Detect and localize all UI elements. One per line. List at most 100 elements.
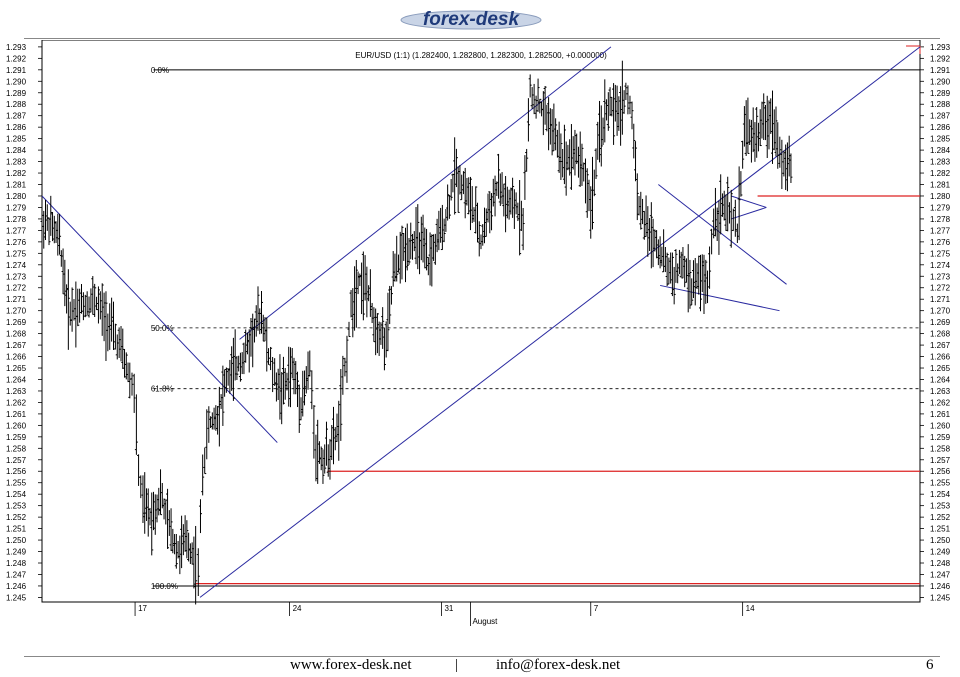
y-tick-label-left: 1.291 <box>6 66 27 75</box>
y-tick-label-left: 1.283 <box>6 158 27 167</box>
y-tick-label-right: 1.247 <box>930 570 951 579</box>
y-tick-label-right: 1.282 <box>930 169 951 178</box>
y-tick-label-left: 1.271 <box>6 295 27 304</box>
fib-level-label: 50.0% <box>151 324 174 333</box>
y-tick-label-right: 1.273 <box>930 272 951 281</box>
y-tick-label-right: 1.272 <box>930 284 951 293</box>
y-tick-label-left: 1.260 <box>6 421 27 430</box>
y-tick-label-left: 1.281 <box>6 181 27 190</box>
y-tick-label-left: 1.278 <box>6 215 27 224</box>
y-tick-label-left: 1.255 <box>6 479 27 488</box>
y-tick-label-right: 1.249 <box>930 548 951 557</box>
y-tick-label-right: 1.246 <box>930 582 951 591</box>
y-tick-label-right: 1.267 <box>930 341 951 350</box>
y-tick-label-left: 1.273 <box>6 272 27 281</box>
footer-separator: | <box>455 657 459 673</box>
y-tick-label-right: 1.290 <box>930 77 951 86</box>
logo-swoosh: forex-desk <box>400 9 542 30</box>
trendline <box>239 46 612 340</box>
y-tick-label-left: 1.274 <box>6 261 27 270</box>
y-tick-label-left: 1.288 <box>6 100 27 109</box>
x-tick-label: 17 <box>138 604 147 613</box>
plot-frame <box>41 40 921 603</box>
y-tick-label-right: 1.287 <box>930 112 951 121</box>
y-tick-label-right: 1.264 <box>930 375 951 384</box>
fib-level-label: 61.8% <box>151 385 174 394</box>
y-tick-label-right: 1.286 <box>930 123 951 132</box>
y-tick-label-right: 1.271 <box>930 295 951 304</box>
y-tick-label-left: 1.257 <box>6 456 27 465</box>
y-tick-label-left: 1.282 <box>6 169 27 178</box>
y-tick-label-right: 1.260 <box>930 421 951 430</box>
y-tick-label-right: 1.257 <box>930 456 951 465</box>
y-tick-label-left: 1.250 <box>6 536 27 545</box>
y-tick-label-right: 1.292 <box>930 54 951 63</box>
y-tick-label-left: 1.285 <box>6 135 27 144</box>
y-tick-label-right: 1.269 <box>930 318 951 327</box>
y-tick-label-left: 1.262 <box>6 398 27 407</box>
footer-email[interactable]: info@forex-desk.net <box>496 657 621 673</box>
trendline <box>41 195 278 443</box>
forex-desk-logo: forex-desk <box>398 4 544 32</box>
y-tick-label-left: 1.265 <box>6 364 27 373</box>
y-tick-label-left: 1.247 <box>6 570 27 579</box>
footer-website[interactable]: www.forex-desk.net <box>290 657 412 673</box>
y-tick-label-right: 1.280 <box>930 192 951 201</box>
y-tick-label-right: 1.276 <box>930 238 951 247</box>
y-tick-label-left: 1.251 <box>6 525 27 534</box>
y-tick-label-right: 1.275 <box>930 249 951 258</box>
y-tick-label-left: 1.284 <box>6 146 27 155</box>
y-tick-label-right: 1.268 <box>930 330 951 339</box>
y-tick-label-right: 1.262 <box>930 398 951 407</box>
y-tick-label-right: 1.291 <box>930 66 951 75</box>
y-tick-label-right: 1.266 <box>930 353 951 362</box>
y-tick-label-left: 1.252 <box>6 513 27 522</box>
y-tick-label-right: 1.274 <box>930 261 951 270</box>
y-tick-label-left: 1.290 <box>6 77 27 86</box>
header-divider <box>24 38 940 39</box>
y-tick-label-left: 1.289 <box>6 89 27 98</box>
y-tick-label-left: 1.249 <box>6 548 27 557</box>
y-tick-label-right: 1.255 <box>930 479 951 488</box>
y-tick-label-left: 1.272 <box>6 284 27 293</box>
y-tick-label-right: 1.261 <box>930 410 951 419</box>
y-tick-label-left: 1.264 <box>6 375 27 384</box>
y-tick-label-left: 1.277 <box>6 226 27 235</box>
y-tick-label-right: 1.265 <box>930 364 951 373</box>
trendline <box>731 206 767 220</box>
y-tick-label-left: 1.270 <box>6 307 27 316</box>
y-tick-label-right: 1.281 <box>930 181 951 190</box>
x-tick-label: 14 <box>746 604 755 613</box>
y-tick-label-left: 1.279 <box>6 203 27 212</box>
x-tick-label: 7 <box>594 604 599 613</box>
y-tick-label-left: 1.293 <box>6 43 27 52</box>
x-tick-label: 31 <box>444 604 453 613</box>
trendline <box>199 46 921 598</box>
y-tick-label-left: 1.256 <box>6 467 27 476</box>
trendline <box>660 284 780 312</box>
y-tick-label-left: 1.280 <box>6 192 27 201</box>
y-tick-label-right: 1.283 <box>930 158 951 167</box>
y-tick-label-right: 1.288 <box>930 100 951 109</box>
y-tick-label-right: 1.251 <box>930 525 951 534</box>
y-tick-label-right: 1.289 <box>930 89 951 98</box>
footer-divider <box>24 656 940 657</box>
y-tick-label-left: 1.254 <box>6 490 27 499</box>
y-tick-label-right: 1.254 <box>930 490 951 499</box>
y-tick-label-right: 1.293 <box>930 43 951 52</box>
y-tick-label-left: 1.266 <box>6 353 27 362</box>
y-tick-label-left: 1.248 <box>6 559 27 568</box>
y-tick-label-right: 1.245 <box>930 593 951 602</box>
eurusd-chart: 1.293 1.293 1.292 1.292 1.291 1.291 1.290 1.290… <box>6 40 951 626</box>
chart-title: EUR/USD (1:1) (1.282400, 1.282800, 1.282… <box>355 51 607 60</box>
logo-text: forex-desk <box>423 9 521 30</box>
y-tick-label-right: 1.250 <box>930 536 951 545</box>
y-tick-label-left: 1.258 <box>6 444 27 453</box>
y-tick-label-left: 1.287 <box>6 112 27 121</box>
fib-level-label: 0.0% <box>151 66 169 75</box>
y-tick-label-right: 1.284 <box>930 146 951 155</box>
y-tick-label-left: 1.275 <box>6 249 27 258</box>
y-tick-label-left: 1.261 <box>6 410 27 419</box>
y-tick-label-right: 1.248 <box>930 559 951 568</box>
y-tick-label-right: 1.279 <box>930 203 951 212</box>
